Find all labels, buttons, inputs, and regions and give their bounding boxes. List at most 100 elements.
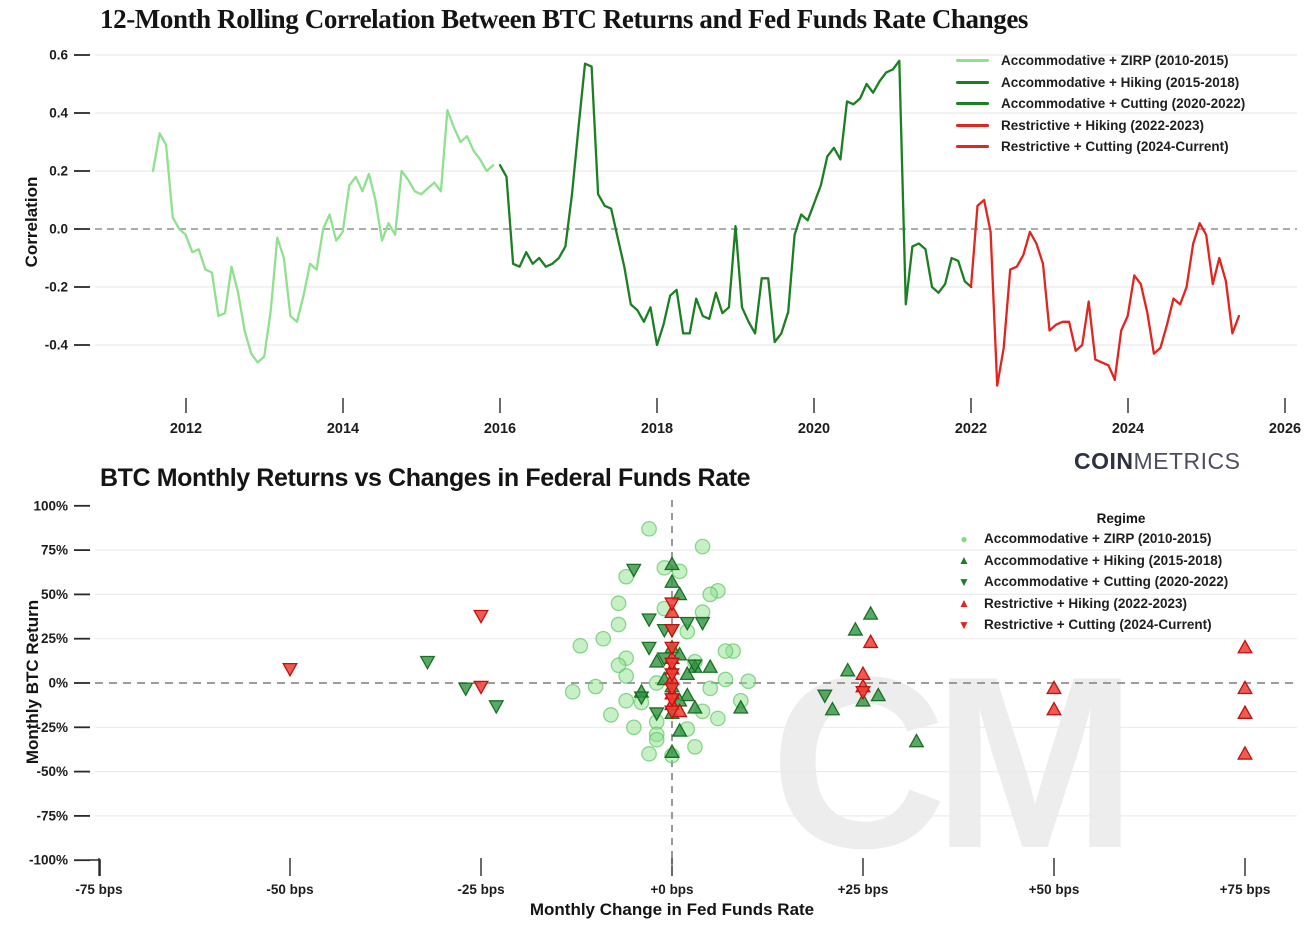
scatter-series-0 xyxy=(564,520,757,764)
scatter-point xyxy=(717,643,734,659)
coinmetrics-logo: COINMETRICS xyxy=(1074,448,1241,475)
scatter-point xyxy=(664,743,680,758)
legend-label: Restrictive + Hiking (2022-2023) xyxy=(1001,117,1204,133)
bottom-legend-item-2[interactable]: ▼ Accommodative + Cutting (2020-2022) xyxy=(956,571,1286,593)
scatter-point xyxy=(855,665,871,680)
bottom-axis-corner xyxy=(90,859,101,876)
top-y-tick-label: 0.2 xyxy=(49,164,68,179)
top-x-tick-label: 2020 xyxy=(798,421,830,437)
scatter-point xyxy=(687,659,703,674)
scatter-point xyxy=(473,680,489,695)
line-series-0 xyxy=(151,108,495,364)
line-series-4 xyxy=(1113,222,1241,381)
legend-line-swatch xyxy=(956,59,989,63)
scatter-point xyxy=(625,563,642,578)
scatter-point xyxy=(855,686,871,701)
top-x-tick-label: 2024 xyxy=(1112,421,1144,437)
scatter-point xyxy=(1046,701,1062,716)
scatter-point xyxy=(702,658,719,673)
legend-label: Accommodative + ZIRP (2010-2015) xyxy=(1001,53,1229,69)
scatter-point xyxy=(610,657,627,674)
scatter-point xyxy=(282,662,298,678)
bottom-legend-item-3[interactable]: ▲ Restrictive + Hiking (2022-2023) xyxy=(956,593,1286,615)
scatter-point xyxy=(572,637,589,654)
line-series-2 xyxy=(786,59,973,315)
scatter-point xyxy=(664,555,680,571)
top-x-tick-label: 2016 xyxy=(484,421,516,437)
top-legend-item-3[interactable]: Restrictive + Hiking (2022-2023) xyxy=(956,115,1245,137)
scatter-point xyxy=(587,678,604,695)
scatter-point xyxy=(694,538,711,555)
scatter-point xyxy=(664,573,680,588)
bottom-y-tick-label: 75% xyxy=(41,543,68,558)
top-x-tick-label: 2026 xyxy=(1269,421,1301,437)
bottom-x-tick-label: -25 bps xyxy=(457,882,504,897)
scatter-point xyxy=(671,646,688,661)
top-legend-item-2[interactable]: Accommodative + Cutting (2020-2022) xyxy=(956,93,1245,115)
scatter-point xyxy=(1046,679,1062,695)
top-legend-item-1[interactable]: Accommodative + Hiking (2015-2018) xyxy=(956,72,1245,94)
scatter-point xyxy=(610,595,627,612)
scatter-point xyxy=(648,707,665,722)
scatter-point xyxy=(816,689,833,704)
legend-line-swatch xyxy=(956,145,989,149)
bottom-y-tick-label: -25% xyxy=(36,720,68,735)
bottom-x-tick-label: -75 bps xyxy=(75,882,122,897)
bottom-y-tick-label: 0% xyxy=(48,676,68,691)
scatter-point xyxy=(1237,704,1253,719)
top-legend-item-0[interactable]: Accommodative + ZIRP (2010-2015) xyxy=(956,50,1245,72)
scatter-point xyxy=(641,613,657,628)
scatter-point xyxy=(641,746,657,762)
scatter-point xyxy=(702,680,719,697)
scatter-point xyxy=(671,722,688,737)
scatter-point xyxy=(664,682,680,697)
legend-label: Accommodative + Hiking (2015-2018) xyxy=(984,552,1223,568)
scatter-point xyxy=(1237,745,1253,760)
scatter-point xyxy=(664,657,680,672)
bottom-x-tick-label: +25 bps xyxy=(838,882,889,897)
scatter-point xyxy=(664,623,680,639)
scatter-point xyxy=(618,668,635,684)
triangle-down-marker-icon: ▼ xyxy=(958,617,970,632)
scatter-point xyxy=(862,605,879,620)
legend-label: Accommodative + Cutting (2020-2022) xyxy=(1001,96,1246,112)
legend-label: Restrictive + Cutting (2024-Current) xyxy=(1001,139,1229,155)
top-chart-legend: Accommodative + ZIRP (2010-2015) Accommod… xyxy=(956,50,1245,158)
bottom-x-tick-label: +75 bps xyxy=(1220,882,1271,897)
bottom-chart-title: BTC Monthly Returns vs Changes in Federa… xyxy=(100,464,751,492)
legend-label: Accommodative + Hiking (2015-2018) xyxy=(1001,74,1240,90)
top-legend-item-4[interactable]: Restrictive + Cutting (2024-Current) xyxy=(956,136,1245,158)
scatter-point xyxy=(824,701,841,716)
top-y-tick-label: 0.4 xyxy=(49,106,68,121)
scatter-point xyxy=(1237,679,1253,695)
bottom-xlabel: Monthly Change in Fed Funds Rate xyxy=(529,900,815,919)
legend-label: Accommodative + ZIRP (2010-2015) xyxy=(984,531,1212,547)
scatter-point xyxy=(908,733,925,748)
top-y-tick-label: -0.4 xyxy=(45,338,69,353)
bottom-legend-item-1[interactable]: ▲ Accommodative + Hiking (2015-2018) xyxy=(956,550,1286,572)
top-y-tick-label: -0.2 xyxy=(45,280,68,295)
scatter-series-4 xyxy=(282,597,871,720)
scatter-point xyxy=(664,597,680,612)
scatter-point xyxy=(419,655,436,671)
scatter-point xyxy=(610,616,627,633)
scatter-point xyxy=(839,662,856,677)
scatter-point xyxy=(664,668,680,683)
bottom-y-tick-label: -100% xyxy=(29,853,68,868)
scatter-point xyxy=(625,719,642,736)
scatter-point xyxy=(488,700,505,715)
bottom-legend-item-0[interactable]: ● Accommodative + ZIRP (2010-2015) xyxy=(956,528,1286,550)
top-chart-title: 12-Month Rolling Correlation Between BTC… xyxy=(100,4,1029,34)
scatter-point xyxy=(847,621,864,636)
legend-line-swatch xyxy=(956,80,989,84)
bottom-ylabel: Monthly BTC Return xyxy=(23,599,42,765)
scatter-series-2 xyxy=(419,563,833,722)
scatter-point xyxy=(641,520,657,537)
scatter-point xyxy=(717,671,734,688)
scatter-point xyxy=(687,738,703,755)
line-series-1 xyxy=(498,62,789,347)
legend-line-swatch xyxy=(956,102,989,106)
circle-marker-icon: ● xyxy=(960,531,968,546)
bottom-legend-item-4[interactable]: ▼ Restrictive + Cutting (2024-Current) xyxy=(956,614,1286,636)
